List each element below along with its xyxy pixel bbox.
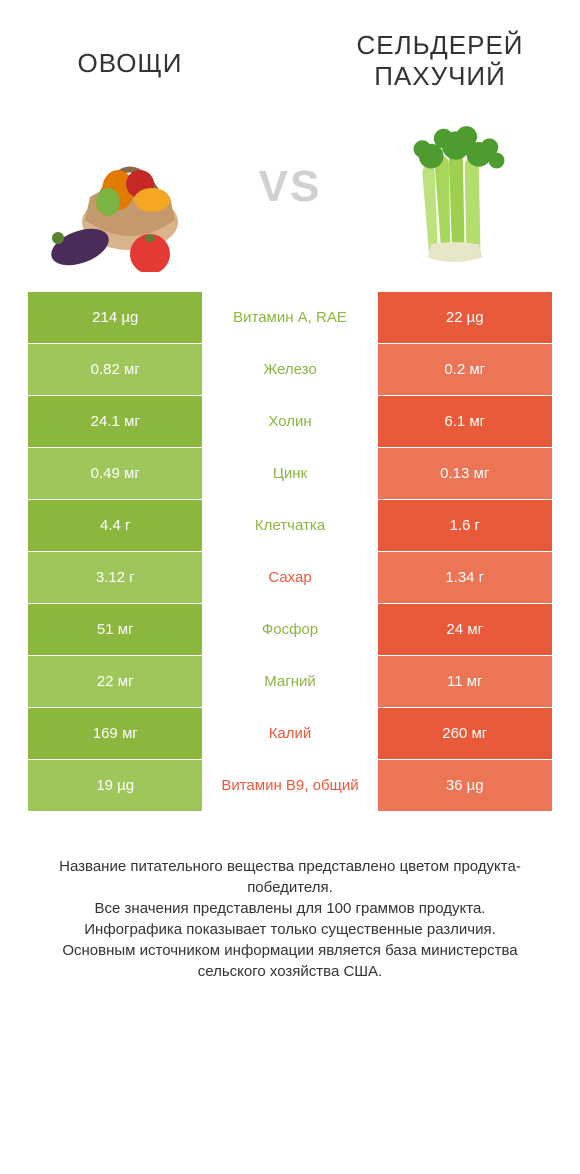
left-value: 214 µg <box>28 292 202 343</box>
nutrient-name: Клетчатка <box>202 500 377 551</box>
right-value: 6.1 мг <box>378 396 552 447</box>
left-value: 0.49 мг <box>28 448 202 499</box>
footer-line: Название питательного вещества представл… <box>30 856 550 898</box>
vs-label: VS <box>259 162 322 212</box>
footer-notes: Название питательного вещества представл… <box>0 812 580 982</box>
left-value: 3.12 г <box>28 552 202 603</box>
nutrient-name: Фосфор <box>202 604 377 655</box>
nutrient-name: Витамин A, RAE <box>202 292 377 343</box>
footer-line: Основным источником информации является … <box>30 940 550 982</box>
versus-row: VS <box>0 102 580 292</box>
table-row: 4.4 гКлетчатка1.6 г <box>28 500 552 552</box>
nutrient-name: Цинк <box>202 448 377 499</box>
left-value: 169 мг <box>28 708 202 759</box>
right-value: 260 мг <box>378 708 552 759</box>
left-product-title: ОВОЩИ <box>30 30 230 79</box>
header: ОВОЩИ СЕЛЬДЕРЕЙ ПАХУЧИЙ <box>0 0 580 102</box>
right-value: 22 µg <box>378 292 552 343</box>
footer-line: Инфографика показывает только существенн… <box>30 919 550 940</box>
nutrient-name: Калий <box>202 708 377 759</box>
right-value: 0.2 мг <box>378 344 552 395</box>
left-value: 4.4 г <box>28 500 202 551</box>
left-value: 22 мг <box>28 656 202 707</box>
right-value: 11 мг <box>378 656 552 707</box>
table-row: 3.12 гСахар1.34 г <box>28 552 552 604</box>
footer-line: Все значения представлены для 100 граммо… <box>30 898 550 919</box>
table-row: 22 мгМагний11 мг <box>28 656 552 708</box>
table-row: 19 µgВитамин B9, общий36 µg <box>28 760 552 812</box>
table-row: 0.49 мгЦинк0.13 мг <box>28 448 552 500</box>
table-row: 0.82 мгЖелезо0.2 мг <box>28 344 552 396</box>
right-value: 1.34 г <box>378 552 552 603</box>
table-row: 214 µgВитамин A, RAE22 µg <box>28 292 552 344</box>
left-value: 0.82 мг <box>28 344 202 395</box>
table-row: 24.1 мгХолин6.1 мг <box>28 396 552 448</box>
table-row: 169 мгКалий260 мг <box>28 708 552 760</box>
right-value: 24 мг <box>378 604 552 655</box>
right-value: 0.13 мг <box>378 448 552 499</box>
right-value: 1.6 г <box>378 500 552 551</box>
nutrient-name: Холин <box>202 396 377 447</box>
left-value: 19 µg <box>28 760 202 811</box>
comparison-table: 214 µgВитамин A, RAE22 µg0.82 мгЖелезо0.… <box>0 292 580 812</box>
left-value: 24.1 мг <box>28 396 202 447</box>
left-product-image <box>40 102 210 272</box>
nutrient-name: Магний <box>202 656 377 707</box>
right-value: 36 µg <box>378 760 552 811</box>
nutrient-name: Сахар <box>202 552 377 603</box>
nutrient-name: Витамин B9, общий <box>202 760 377 811</box>
left-value: 51 мг <box>28 604 202 655</box>
right-product-image <box>370 102 540 272</box>
nutrient-name: Железо <box>202 344 377 395</box>
table-row: 51 мгФосфор24 мг <box>28 604 552 656</box>
right-product-title: СЕЛЬДЕРЕЙ ПАХУЧИЙ <box>330 30 550 92</box>
